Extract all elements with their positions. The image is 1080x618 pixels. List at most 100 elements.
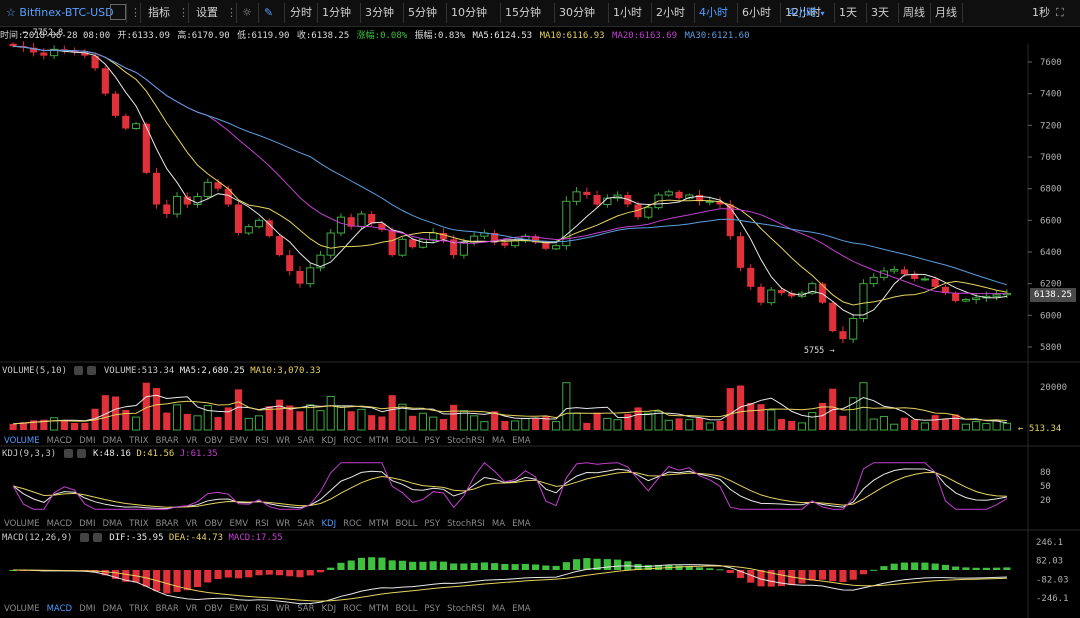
indicator-tab-kdj[interactable]: KDJ: [321, 519, 337, 529]
symbol-selector[interactable]: ☆ Bitfinex-BTC-USD: [6, 0, 114, 26]
indicator-tab-trix[interactable]: TRIX: [129, 436, 149, 446]
indicator-tab-vr[interactable]: VR: [185, 519, 198, 529]
indicator-tab-stochrsi[interactable]: StochRSI: [447, 519, 485, 529]
indicator-tab-psy[interactable]: PSY: [424, 519, 441, 529]
indicator-tab-mtm[interactable]: MTM: [368, 519, 389, 529]
indicator-tab-stochrsi[interactable]: StochRSI: [447, 436, 485, 446]
interval-3[interactable]: 5分钟: [408, 6, 437, 19]
indicator-tab-rsi[interactable]: RSI: [255, 436, 269, 446]
candle-body-33: [347, 217, 355, 227]
indicator-tab-trix[interactable]: TRIX: [129, 604, 149, 614]
interval-0[interactable]: 分时: [290, 6, 312, 19]
indicator-tab-ma[interactable]: MA: [491, 604, 506, 614]
indicator-tab-dmi[interactable]: DMI: [79, 604, 96, 614]
indicator-tab-kdj[interactable]: KDJ: [321, 436, 337, 446]
interval-14[interactable]: 周线: [903, 6, 925, 19]
indicator-tab-sar[interactable]: SAR: [297, 604, 315, 614]
indicator-tab-ema[interactable]: EMA: [512, 519, 531, 529]
kdj-settings-icon[interactable]: [63, 449, 73, 458]
indicator-tab-dmi[interactable]: DMI: [79, 519, 96, 529]
indicator-tab-wr[interactable]: WR: [275, 436, 291, 446]
indicator-tab-dmi[interactable]: DMI: [79, 436, 96, 446]
interval-13[interactable]: 3天: [871, 6, 889, 19]
indicator-tab-trix[interactable]: TRIX: [129, 519, 149, 529]
indicator-tab-rsi[interactable]: RSI: [255, 604, 269, 614]
indicator-tab-volume[interactable]: VOLUME: [4, 519, 40, 529]
indicator-tab-psy[interactable]: PSY: [424, 604, 441, 614]
indicator-tab-mtm[interactable]: MTM: [368, 436, 389, 446]
indicator-tab-ma[interactable]: MA: [491, 519, 506, 529]
volume-settings-icon[interactable]: [74, 366, 84, 375]
indicator-tab-obv[interactable]: OBV: [204, 604, 223, 614]
pencil-icon[interactable]: ✎: [264, 6, 274, 19]
indicator-tab-obv[interactable]: OBV: [204, 436, 223, 446]
indicator-tab-macd[interactable]: MACD: [46, 604, 73, 614]
interval-dropdown[interactable]: 4小时 ▾: [788, 0, 825, 26]
indicator-tab-brar[interactable]: BRAR: [155, 436, 179, 446]
indicator-dots-icon[interactable]: ⋮: [178, 6, 189, 19]
indicator-tab-boll[interactable]: BOLL: [395, 436, 418, 446]
fullscreen-icon[interactable]: ⛶: [1056, 6, 1064, 19]
interval-10[interactable]: 6小时: [742, 6, 771, 19]
interval-5[interactable]: 15分钟: [505, 6, 541, 19]
interval-1[interactable]: 1分钟: [322, 6, 351, 19]
indicator-tab-mtm[interactable]: MTM: [368, 604, 389, 614]
indicator-tab-brar[interactable]: BRAR: [155, 519, 179, 529]
interval-7[interactable]: 1小时: [613, 6, 642, 19]
indicator-tab-dma[interactable]: DMA: [102, 519, 123, 529]
indicator-tab-dma[interactable]: DMA: [102, 436, 123, 446]
indicator-tab-sar[interactable]: SAR: [297, 436, 315, 446]
macd-bar-45: [470, 562, 478, 570]
indicator-tab-rsi[interactable]: RSI: [255, 519, 269, 529]
indicator-tab-roc[interactable]: ROC: [343, 519, 362, 529]
indicator-tab-volume[interactable]: VOLUME: [4, 604, 40, 614]
interval-8[interactable]: 2小时: [656, 6, 685, 19]
indicator-tab-stochrsi[interactable]: StochRSI: [447, 604, 485, 614]
interval-6[interactable]: 30分钟: [559, 6, 595, 19]
indicator-tab-wr[interactable]: WR: [275, 519, 291, 529]
indicator-tab-emv[interactable]: EMV: [229, 436, 249, 446]
indicator-button[interactable]: 指标: [148, 6, 170, 19]
indicator-tab-boll[interactable]: BOLL: [395, 519, 418, 529]
indicator-tab-volume[interactable]: VOLUME: [4, 436, 40, 446]
indicator-tab-brar[interactable]: BRAR: [155, 604, 179, 614]
indicator-tab-kdj[interactable]: KDJ: [321, 604, 337, 614]
refresh-rate[interactable]: 1秒: [1032, 6, 1050, 19]
interval-2[interactable]: 3分钟: [365, 6, 394, 19]
settings-button[interactable]: 设置: [196, 6, 218, 19]
indicator-tab-vr[interactable]: VR: [185, 604, 198, 614]
interval-11[interactable]: 12小时: [785, 6, 821, 19]
indicator-tab-vr[interactable]: VR: [185, 436, 198, 446]
indicator-tab-emv[interactable]: EMV: [229, 519, 249, 529]
macd-settings-icon[interactable]: [79, 533, 89, 542]
symbol-box-icon[interactable]: [110, 0, 126, 26]
volume-bar-65: [675, 418, 683, 430]
settings-dots-icon[interactable]: ⋮: [226, 6, 237, 19]
indicator-tab-macd[interactable]: MACD: [46, 436, 73, 446]
macd-bar-33: [347, 560, 355, 570]
indicator-tab-ema[interactable]: EMA: [512, 436, 531, 446]
more-dots-icon[interactable]: ⋮: [130, 6, 141, 19]
interval-9[interactable]: 4小时: [699, 6, 728, 19]
indicator-tab-boll[interactable]: BOLL: [395, 604, 418, 614]
macd-close-icon[interactable]: [92, 533, 102, 542]
volume-close-icon[interactable]: [87, 366, 97, 375]
sun-icon[interactable]: ☼: [242, 6, 252, 19]
indicator-tab-roc[interactable]: ROC: [343, 604, 362, 614]
indicator-tab-obv[interactable]: OBV: [204, 519, 223, 529]
indicator-tab-ma[interactable]: MA: [491, 436, 506, 446]
indicator-tab-ema[interactable]: EMA: [512, 604, 531, 614]
interval-12[interactable]: 1天: [839, 6, 857, 19]
indicator-tab-sar[interactable]: SAR: [297, 519, 315, 529]
indicator-tab-wr[interactable]: WR: [275, 604, 291, 614]
interval-4[interactable]: 10分钟: [451, 6, 487, 19]
indicator-tab-dma[interactable]: DMA: [102, 604, 123, 614]
indicator-tab-emv[interactable]: EMV: [229, 604, 249, 614]
kdj-close-icon[interactable]: [76, 449, 86, 458]
indicator-tab-macd[interactable]: MACD: [46, 519, 73, 529]
indicator-tab-roc[interactable]: ROC: [343, 436, 362, 446]
interval-15[interactable]: 月线: [935, 6, 957, 19]
indicator-tab-psy[interactable]: PSY: [424, 436, 441, 446]
star-icon[interactable]: ☆: [6, 6, 16, 19]
